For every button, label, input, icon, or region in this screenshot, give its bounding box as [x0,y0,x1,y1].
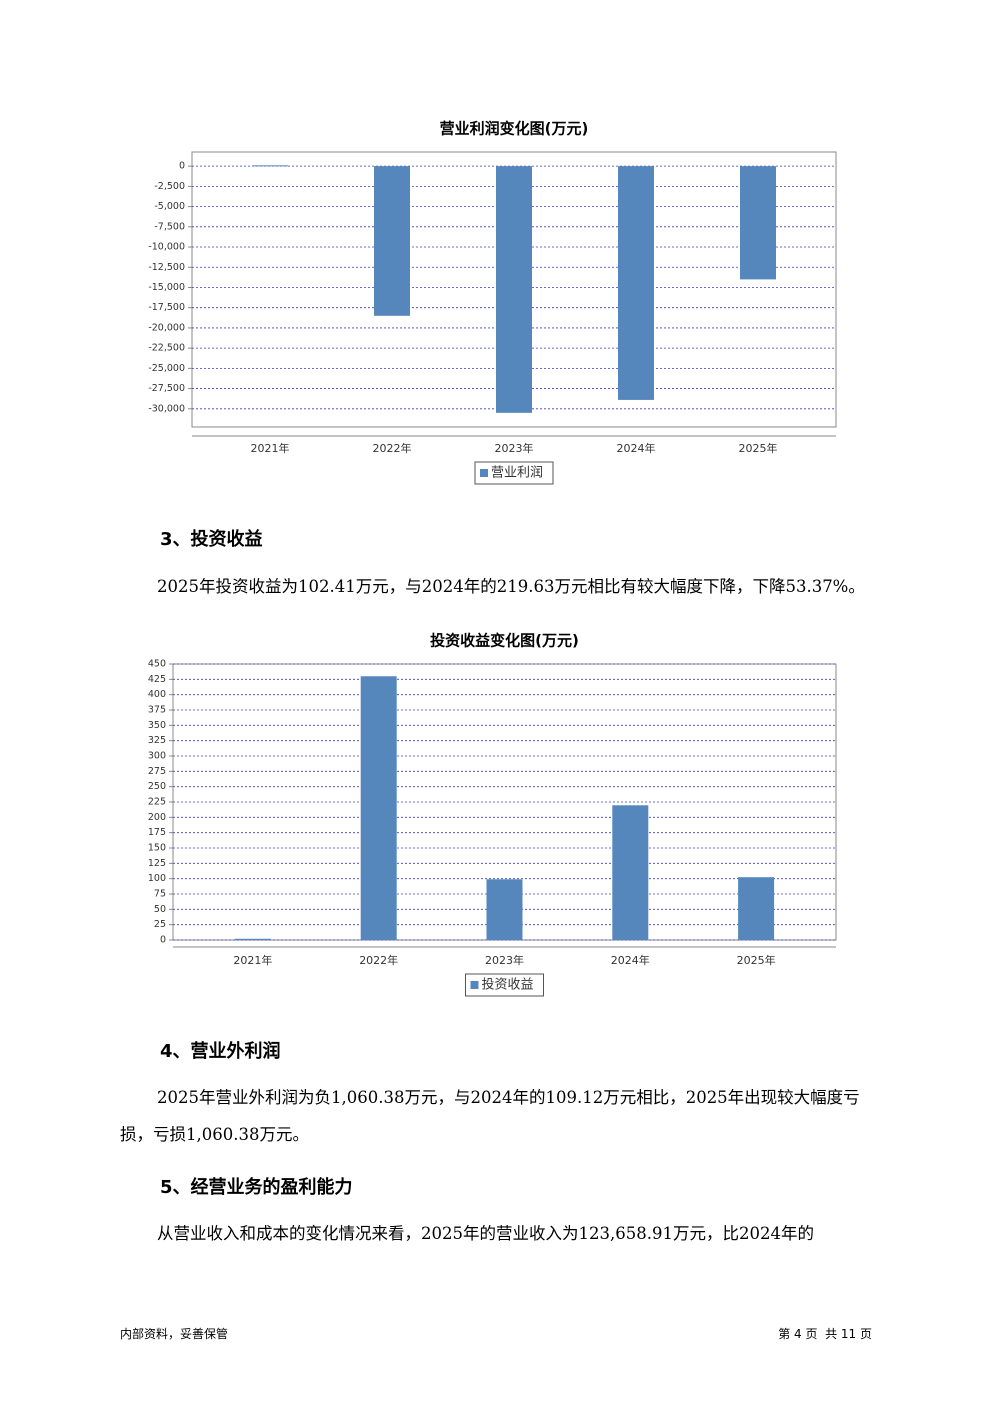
y-tick-label: -20,000 [148,322,185,333]
y-tick-label: 425 [148,674,166,685]
plot-area [191,151,837,428]
heading: 4、营业外利润 [160,1041,281,1062]
bar [486,879,523,940]
y-tick-label: 150 [148,843,166,854]
heading: 5、经营业务的盈利能力 [160,1177,353,1198]
bar [234,938,271,940]
x-tick-label: 2022年 [373,441,412,455]
bar [612,805,649,940]
paragraph: 从营业收入和成本的变化情况来看，2025年的营业收入为123,658.91万元，… [157,1224,814,1243]
y-tick-label: 200 [148,812,166,823]
y-tick-label: 300 [148,751,166,762]
x-tick-label: 2025年 [739,441,778,455]
y-tick-label: -10,000 [148,242,185,253]
y-tick-label: -17,500 [148,302,185,313]
footer-right: 第 4 页 共 11 页 [778,1327,872,1341]
y-tick-label: 350 [148,720,166,731]
y-tick-label: -15,000 [148,282,185,293]
y-tick-label: 275 [148,766,166,777]
y-tick-label: -12,500 [148,262,185,273]
y-tick-label: -30,000 [148,403,185,414]
x-tick-label: 2023年 [495,441,534,455]
legend-label: 投资收益 [482,977,534,993]
x-tick-label: 2021年 [233,953,272,967]
paragraph: 2025年营业外利润为负1,060.38万元，与2024年的109.12万元相比… [120,1088,860,1144]
bar [374,166,410,316]
y-tick-label: -27,500 [148,383,185,394]
y-tick-label: 375 [148,705,166,716]
y-tick-label: -7,500 [154,221,185,232]
y-tick-label: 175 [148,827,166,838]
x-tick-label: 2024年 [617,441,656,455]
legend-label: 营业利润 [491,466,543,481]
chart-title: 营业利润变化图(万元) [440,120,589,138]
y-tick-label: -5,000 [154,201,185,212]
chart-title: 投资收益变化图(万元) [430,632,579,650]
y-tick-label: 50 [154,904,166,915]
heading: 3、投资收益 [160,529,263,550]
y-tick-label: 325 [148,735,166,746]
legend-swatch [470,981,479,989]
y-tick-label: 75 [154,889,166,900]
y-tick-label: -2,500 [154,181,185,192]
y-tick-label: 0 [160,935,166,946]
x-tick-label: 2025年 [737,953,776,967]
y-tick-label: -22,500 [148,343,185,354]
bar [360,676,397,940]
x-tick-label: 2023年 [485,953,524,967]
bar [252,165,288,167]
y-tick-label: 450 [148,659,166,670]
bar [740,166,776,280]
x-tick-label: 2021年 [251,441,290,455]
bar [496,166,532,413]
x-tick-label: 2024年 [611,953,650,967]
legend-swatch [480,469,488,477]
footer-left: 内部资料，妥善保管 [120,1327,229,1341]
bar [618,166,654,400]
y-tick-label: 225 [148,797,166,808]
y-tick-label: -25,000 [148,363,185,374]
legend-box [474,461,554,485]
y-tick-label: 125 [148,858,166,869]
y-tick-label: 400 [148,689,166,700]
x-tick-label: 2022年 [359,953,398,967]
bar [738,877,775,940]
y-tick-label: 100 [148,873,166,884]
paragraph: 2025年投资收益为102.41万元，与2024年的219.63万元相比有较大幅… [157,577,865,596]
y-tick-label: 25 [154,919,166,930]
y-tick-label: 250 [148,781,166,792]
legend-box [465,973,544,997]
y-tick-label: 0 [179,161,185,172]
